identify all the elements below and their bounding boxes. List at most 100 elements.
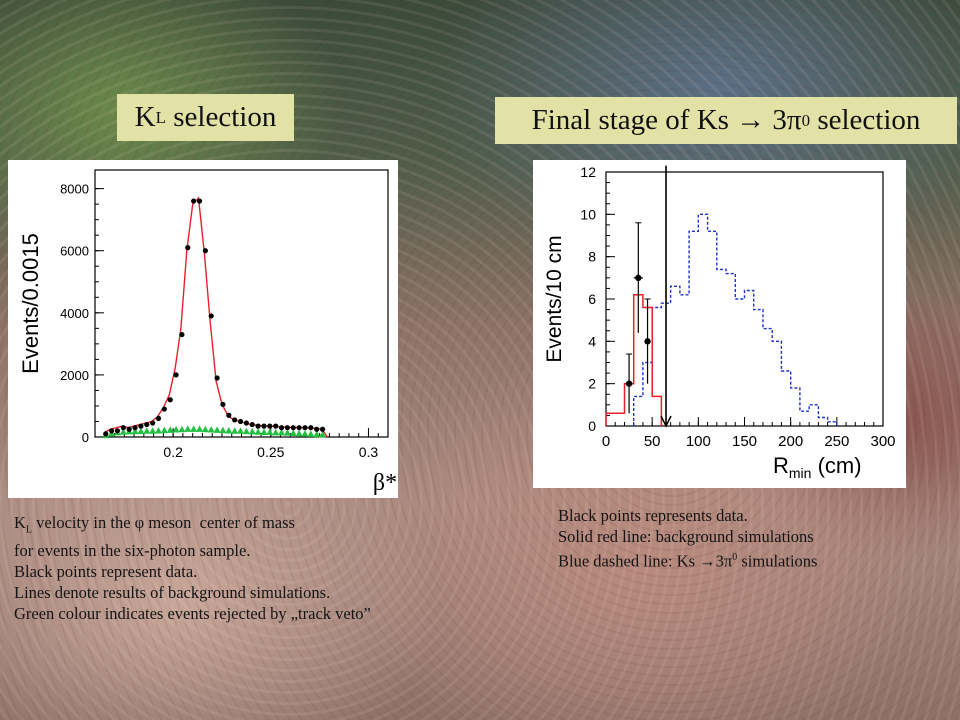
caption-left-line: KL velocity in the φ meson center of mas… <box>14 512 371 540</box>
x-axis-label: Rmin (cm) <box>773 453 862 481</box>
rejected-event-marker <box>237 427 245 434</box>
data-point <box>185 245 191 251</box>
rejected-event-marker <box>178 425 186 433</box>
rejected-event-marker <box>143 427 151 434</box>
x-tick-label: 0.2 <box>163 444 183 460</box>
data-point <box>220 401 226 408</box>
data-point <box>284 425 291 431</box>
data-point <box>261 423 267 429</box>
y-tick-label: 4 <box>588 333 596 349</box>
caption-left-line: for events in the six-photon sample. <box>14 541 251 561</box>
data-point <box>319 426 326 432</box>
caption-right-2-pre: Blue dashed line: Ks →3π <box>558 551 733 571</box>
signal-sim-histogram <box>633 213 838 426</box>
caption-left-0-sub: L <box>25 524 33 536</box>
rejected-event-marker <box>231 427 239 434</box>
caption-left-line: Black points represent data. <box>14 562 198 582</box>
rejected-event-marker <box>260 428 268 436</box>
y-tick-label: 8 <box>588 249 596 265</box>
rejected-event-marker <box>172 426 180 433</box>
caption-left: KL velocity in the φ meson center of mas… <box>14 512 371 624</box>
background-sim-line <box>104 196 328 438</box>
data-point <box>155 415 162 421</box>
data-point <box>249 421 255 428</box>
rejected-event-marker <box>283 429 291 436</box>
rejected-event-marker <box>319 431 327 438</box>
data-point <box>138 423 144 429</box>
data-point <box>314 426 320 432</box>
data-point <box>202 248 208 254</box>
rejected-event-marker <box>213 426 221 433</box>
beta-histogram-plot: 0 2000 4000 6000 8000 0.2 0.25 0.3 Events/0.0015… <box>8 160 398 498</box>
rejected-event-marker <box>196 425 204 432</box>
data-point <box>208 313 214 319</box>
x-tick-label: 300 <box>870 433 895 450</box>
rejected-event-marker <box>207 426 215 433</box>
y-tick-label: 10 <box>580 206 596 222</box>
y-tick-label: 6000 <box>60 244 89 259</box>
rejected-event-marker <box>119 428 127 435</box>
data-point <box>273 423 279 429</box>
data-point <box>278 425 285 431</box>
rejected-event-marker <box>225 426 233 434</box>
y-axis-label: Events/0.0015 <box>18 233 43 374</box>
rejected-event-marker <box>184 425 192 432</box>
data-point <box>196 198 203 204</box>
rejected-event-marker <box>289 429 297 436</box>
data-point <box>126 426 132 432</box>
rejected-event-marker <box>149 427 157 434</box>
caption-left-0-post: velocity in the φ meson center of mass <box>32 513 295 532</box>
rejected-event-marker <box>307 430 315 437</box>
title-right-pre: Final stage of Ks → 3π <box>531 104 802 136</box>
background-sim-histogram <box>605 294 663 426</box>
y-tick-label: 0 <box>588 418 596 434</box>
rejected-event-marker <box>278 428 286 436</box>
data-point <box>226 412 232 418</box>
rmin-histogram-plot: 0 2 4 6 8 10 12 0 50 100 150 200 250 300 Events/10 cm R… <box>533 160 906 488</box>
x-tick-label: 150 <box>732 433 757 450</box>
caption-right-2-post: simulations <box>737 551 818 571</box>
y-tick-label: 12 <box>580 164 596 180</box>
rejected-event-marker <box>131 427 139 435</box>
caption-left-line: Green colour indicates events rejected b… <box>14 604 371 624</box>
rejected-event-marker <box>154 426 162 434</box>
rejected-event-marker <box>313 430 321 438</box>
caption-right-line: Blue dashed line: Ks →3π0 simulations <box>558 547 817 572</box>
rmin-histogram-svg: 0 2 4 6 8 10 12 0 50 100 150 200 250 300 Events/10 cm R… <box>543 164 896 481</box>
caption-right-line: Black points represents data. <box>558 506 748 525</box>
beta-histogram-svg: 0 2000 4000 6000 8000 0.2 0.25 0.3 Events/0.0015… <box>18 169 397 496</box>
x-tick-label: 0.3 <box>359 444 379 460</box>
x-tick-label: 250 <box>824 433 849 450</box>
data-point <box>132 425 138 431</box>
caption-left-0-pre: K <box>14 513 26 532</box>
data-point <box>144 421 150 428</box>
data-point <box>635 274 642 282</box>
caption-right-2-sup: 0 <box>732 552 738 563</box>
data-point <box>290 425 296 431</box>
plot-frame <box>94 169 389 438</box>
title-right-post: selection <box>810 104 921 136</box>
ks-selection-title: Final stage of Ks → 3π 0 selection <box>495 97 957 144</box>
data-point <box>302 425 308 431</box>
rejected-event-marker <box>242 427 250 435</box>
data-point <box>191 198 197 204</box>
title-left-rest: selection <box>166 101 277 133</box>
data-point <box>109 428 115 434</box>
x-tick-label: 0.25 <box>257 444 284 460</box>
data-point <box>237 418 244 425</box>
data-point <box>161 406 167 412</box>
rejected-event-marker <box>295 429 303 437</box>
y-tick-label: 4000 <box>60 306 89 321</box>
y-tick-label: 2000 <box>60 368 89 383</box>
data-point <box>625 380 633 387</box>
x-tick-label: 100 <box>686 433 711 450</box>
rejected-event-marker <box>248 427 256 435</box>
data-point <box>243 420 249 426</box>
data-point <box>114 428 121 434</box>
data-point <box>644 338 651 345</box>
y-tick-label: 2 <box>588 376 596 392</box>
data-point <box>255 423 261 429</box>
x-tick-label: 0 <box>602 433 610 450</box>
data-point <box>214 375 220 381</box>
